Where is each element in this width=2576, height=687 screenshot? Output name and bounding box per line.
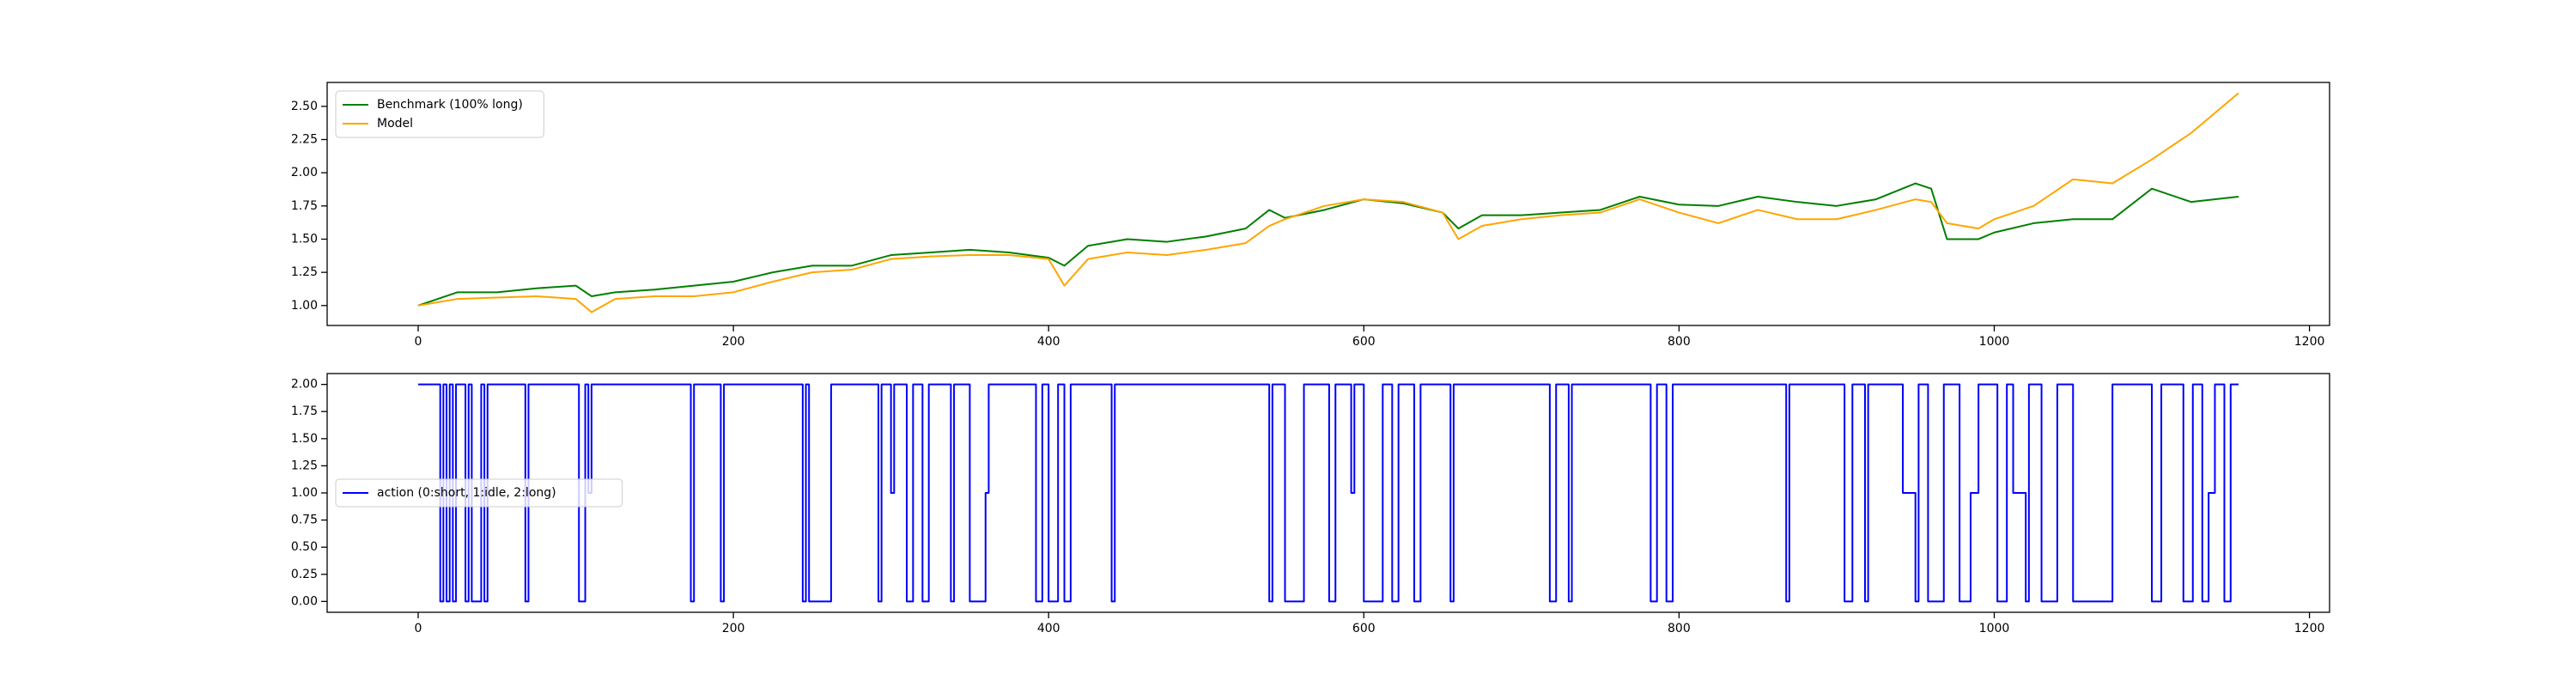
x-tick-label: 0 (415, 622, 422, 635)
y-tick-label: 1.75 (291, 199, 318, 213)
x-tick-label: 800 (1668, 622, 1691, 635)
y-tick-label: 2.00 (291, 166, 318, 179)
x-tick-label: 400 (1037, 335, 1060, 349)
x-tick-label: 400 (1037, 622, 1060, 635)
y-tick-label: 0.25 (291, 568, 318, 581)
x-tick-label: 200 (722, 622, 745, 635)
x-tick-label: 600 (1352, 622, 1376, 635)
y-tick-label: 1.00 (291, 299, 318, 313)
x-tick-label: 600 (1352, 335, 1376, 349)
x-tick-label: 0 (415, 335, 422, 349)
axes-frame (326, 82, 2330, 326)
legend-box (335, 478, 623, 508)
x-tick-label: 1000 (1979, 335, 2010, 349)
x-tick-label: 1000 (1979, 622, 2010, 635)
legend: Benchmark (100% long) Model (335, 90, 544, 138)
axes-frame (326, 373, 2330, 613)
legend-label: action (0:short, 1:idle, 2:long) (377, 486, 556, 500)
y-tick-label: 0.00 (291, 594, 318, 608)
x-tick-label: 200 (722, 335, 745, 349)
y-tick-label: 1.50 (291, 232, 318, 246)
y-tick-label: 1.50 (291, 432, 318, 446)
y-tick-label: 0.75 (291, 514, 318, 527)
x-tick-label: 800 (1668, 335, 1691, 349)
subplot: 0 200 400 600 800 1000 1200 0.00 0.25 0.50 0.75 1.0… (291, 373, 2330, 635)
y-tick-label: 0.50 (291, 540, 318, 554)
y-tick-label: 1.25 (291, 459, 318, 472)
x-tick-label: 1200 (2294, 622, 2325, 635)
legend-label: Benchmark (100% long) (377, 98, 523, 112)
data-line (417, 182, 2239, 307)
y-tick-label: 2.50 (291, 100, 318, 113)
y-tick-label: 1.00 (291, 486, 318, 500)
legend-box (335, 90, 544, 138)
legend-label: Model (377, 117, 413, 131)
y-tick-label: 1.75 (291, 404, 318, 418)
y-tick-label: 2.00 (291, 378, 318, 392)
data-line (418, 383, 2239, 603)
y-tick-label: 1.25 (291, 265, 318, 279)
subplot: 0 200 400 600 800 1000 1200 1.00 1.25 1.50 1.75 2.0… (291, 82, 2330, 349)
y-tick-label: 2.25 (291, 132, 318, 146)
x-tick-label: 1200 (2294, 335, 2325, 349)
data-line (417, 92, 2239, 313)
legend: action (0:short, 1:idle, 2:long) (335, 478, 623, 508)
